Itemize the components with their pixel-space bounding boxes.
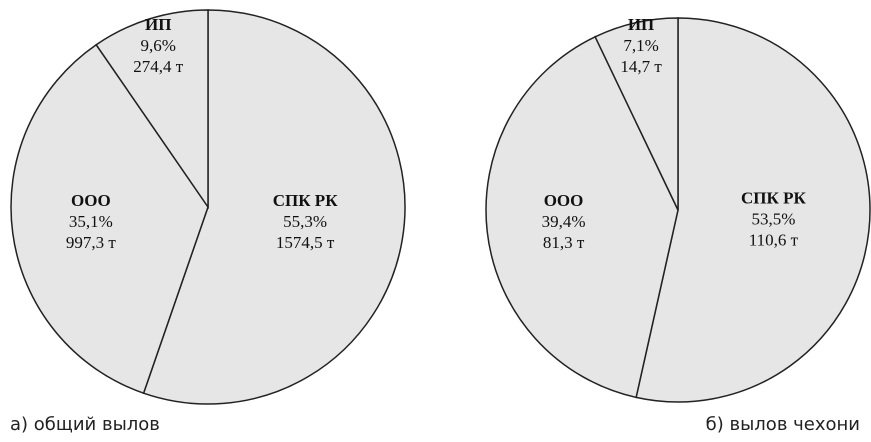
slice-percent: 7,1% (623, 36, 658, 55)
slice-percent: 53,5% (751, 209, 795, 228)
chart-caption: б) вылов чехони (706, 414, 860, 435)
pie-slice (95, 9, 209, 210)
slice-amount: 997,3 т (66, 233, 117, 252)
pie-slice (10, 43, 209, 395)
slice-amount: 81,3 т (543, 233, 585, 252)
slice-category: СПК РК (741, 188, 806, 207)
slice-amount: 1574,5 т (276, 233, 335, 252)
pie-slice (594, 17, 679, 211)
chart-caption: а) общий вылов (10, 414, 160, 435)
pie-slice (142, 9, 406, 405)
slice-amount: 14,7 т (620, 57, 662, 76)
slice-percent: 39,4% (542, 212, 586, 231)
slice-amount: 274,4 т (133, 57, 184, 76)
slice-category: ООО (544, 191, 584, 210)
slice-amount: 110,6 т (749, 230, 799, 249)
pie-slice (635, 17, 871, 403)
slice-category: ООО (71, 191, 111, 210)
slice-percent: 55,3% (283, 212, 327, 231)
slice-category: ИП (145, 15, 171, 34)
slice-category: ИП (628, 15, 654, 34)
slice-category: СПК РК (273, 191, 338, 210)
slice-percent: 35,1% (69, 212, 113, 231)
slice-percent: 9,6% (141, 36, 176, 55)
pie-slice (485, 35, 679, 399)
